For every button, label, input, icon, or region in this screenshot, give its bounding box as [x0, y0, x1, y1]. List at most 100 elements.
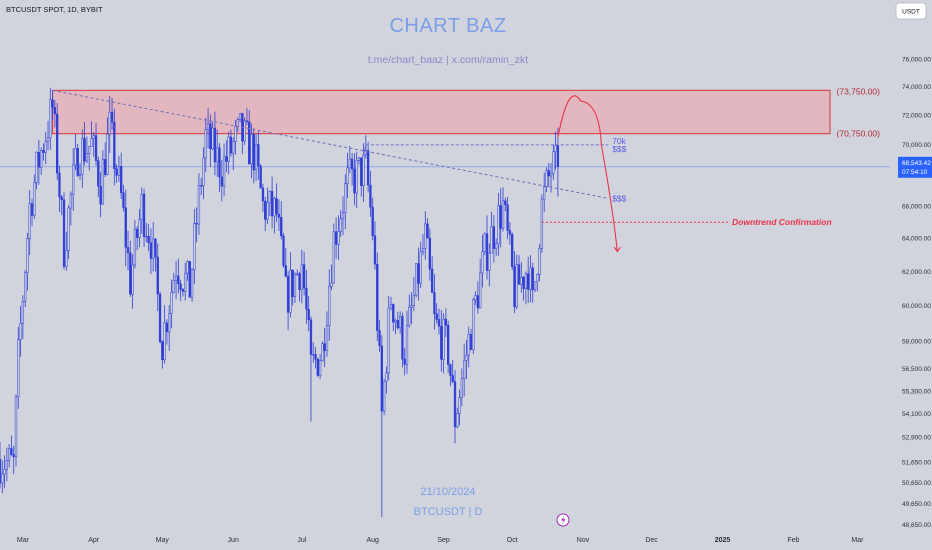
candle-body-up — [108, 111, 111, 135]
candle — [266, 187, 269, 224]
candle — [106, 117, 109, 176]
candle — [520, 261, 523, 293]
candle-body-down — [42, 150, 45, 153]
candle-body-up — [17, 339, 20, 397]
candle — [245, 107, 249, 126]
candle — [373, 221, 377, 270]
candle-body-up — [193, 223, 196, 270]
candle — [165, 319, 169, 345]
candle — [37, 139, 41, 185]
candle-body-up — [293, 274, 297, 297]
candle-body-up — [481, 251, 484, 274]
candle — [440, 310, 443, 372]
candle — [474, 291, 477, 306]
candle — [108, 96, 111, 153]
candle-body-down — [83, 138, 86, 162]
candle-body-up — [552, 151, 555, 174]
candle — [506, 196, 509, 240]
candle — [161, 340, 164, 369]
candle — [522, 275, 525, 301]
candle-body-up — [533, 281, 537, 291]
candle — [154, 238, 157, 272]
candle-body-up — [168, 313, 171, 333]
liquidity-level-70k-tick — [362, 144, 367, 157]
candle-body-up — [117, 166, 121, 176]
candle — [490, 211, 493, 254]
time-axis[interactable]: Mar Apr May Jun Jul Aug Sep Oct Nov Dec 2025 Feb Mar — [17, 537, 864, 544]
candle-body-down — [291, 269, 294, 297]
candle — [17, 326, 20, 409]
candle-body-up — [318, 360, 322, 376]
projection-arrowhead — [613, 246, 621, 253]
candle — [488, 243, 491, 287]
candle-body-up — [35, 151, 38, 183]
candle — [168, 305, 171, 351]
candle — [433, 274, 436, 330]
candle — [197, 173, 201, 235]
candle-body-up — [412, 295, 416, 307]
price-tick-label: 50,650.00 — [902, 480, 931, 487]
candle — [408, 294, 411, 328]
symbol-info: BTCUSDT SPOT, 1D, BYBIT — [6, 5, 103, 14]
candle — [94, 122, 98, 166]
candle — [254, 134, 258, 182]
candle — [51, 90, 54, 121]
candle-body-down — [449, 364, 452, 376]
candle-body-up — [385, 372, 388, 382]
candle — [366, 141, 370, 193]
candle — [545, 167, 548, 192]
candle-body-up — [408, 306, 411, 326]
candle-body-down — [453, 381, 457, 428]
downtrend-confirmation-label: Downtrend Confirmation — [732, 217, 832, 227]
time-tick-label: Mar — [851, 537, 864, 544]
candle — [540, 194, 544, 253]
candle-body-down — [371, 206, 374, 237]
candle — [181, 288, 185, 297]
candle — [348, 146, 351, 174]
candle — [437, 308, 441, 335]
candle-body-up — [479, 272, 482, 309]
resistance-zone[interactable] — [52, 89, 831, 135]
candle-body-down — [396, 320, 399, 329]
candle-body-up — [296, 273, 299, 276]
price-tick-label: 54,100.00 — [902, 411, 931, 418]
candle-body-down — [129, 252, 132, 295]
candle — [65, 231, 68, 271]
time-tick-label: Aug — [366, 537, 379, 544]
candle-body-up — [460, 378, 464, 399]
candle-body-down — [366, 150, 370, 186]
candle — [549, 163, 553, 193]
candle — [344, 174, 347, 230]
candle-body-up — [488, 252, 491, 271]
descending-trendline[interactable] — [52, 89, 609, 199]
candle-body-up — [538, 248, 541, 275]
candle — [40, 147, 43, 175]
projected-path[interactable] — [557, 95, 618, 252]
candle — [216, 129, 219, 177]
candle-body-up — [549, 173, 553, 177]
time-tick-label: May — [156, 537, 170, 544]
candle — [536, 273, 539, 292]
candle-body-up — [49, 99, 52, 138]
candle — [492, 215, 496, 263]
candle-body-down — [517, 264, 521, 285]
candle-body-down — [547, 170, 550, 177]
candle-body-down — [426, 223, 429, 239]
candle — [145, 222, 148, 243]
price-axis[interactable]: 76,000.00 74,000.00 72,000.00 70,000.00 66,0… — [902, 56, 931, 529]
candle-body-up — [8, 448, 11, 461]
candle — [74, 134, 77, 171]
candle-body-up — [21, 301, 25, 324]
candle-body-up — [140, 194, 143, 220]
candle-body-up — [424, 223, 427, 249]
candle — [163, 305, 166, 364]
currency-button[interactable]: USDT — [895, 2, 927, 20]
candle-body-down — [188, 261, 191, 298]
zone-top-label: (73,750.00) — [837, 86, 881, 96]
time-tick-label: Sep — [437, 537, 450, 544]
candle — [264, 196, 267, 232]
candle — [296, 269, 299, 276]
price-tick-label: 51,650.00 — [902, 460, 931, 467]
